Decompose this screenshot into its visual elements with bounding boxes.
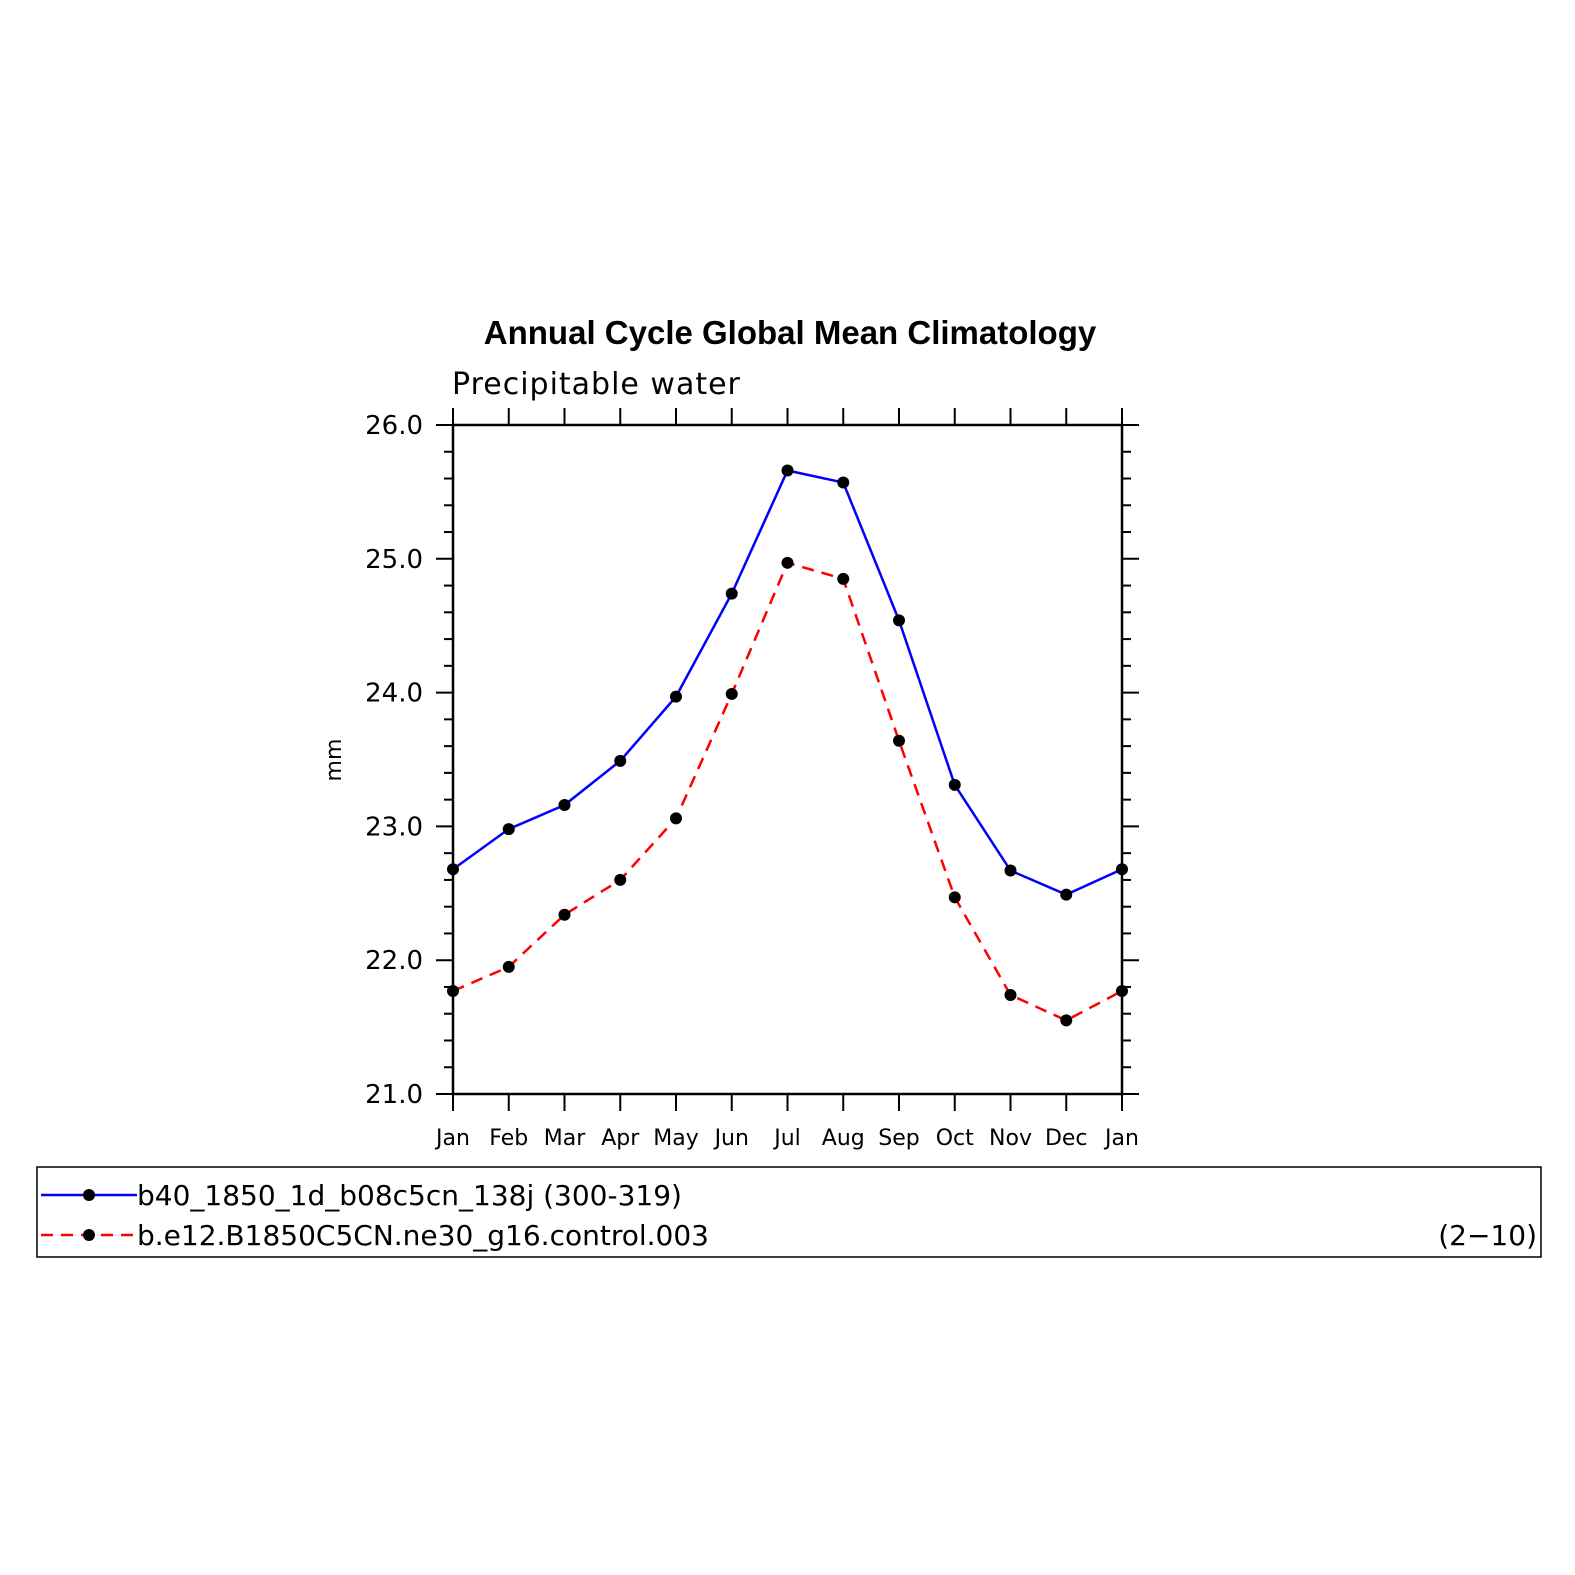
data-point-series-1 <box>1116 863 1128 876</box>
data-point-series-1 <box>447 863 459 876</box>
series-line-1 <box>452 469 1123 897</box>
legend: b40_1850_1d_b08c5cn_138j (300-319) b.e12… <box>36 1166 1542 1258</box>
x-tick-label: Oct <box>936 1126 974 1151</box>
legend-label-series-2: b.e12.B1850C5CN.ne30_g16.control.003 <box>137 1219 709 1252</box>
y-tick-label: 25.0 <box>365 545 423 575</box>
y-tick-label: 21.0 <box>365 1080 423 1110</box>
data-point-series-2 <box>948 891 961 904</box>
data-point-series-2 <box>558 908 571 921</box>
data-point-series-1 <box>558 798 571 811</box>
x-tick-label: Nov <box>989 1126 1032 1151</box>
data-point-series-1 <box>837 476 850 489</box>
x-tick-label: Aug <box>822 1126 865 1151</box>
chart-title: Annual Cycle Global Mean Climatology <box>484 314 1097 351</box>
y-tick-label: 24.0 <box>365 679 423 709</box>
legend-marker-series-1 <box>83 1189 95 1201</box>
y-tick-label: 22.0 <box>365 946 423 976</box>
x-tick-label: May <box>653 1126 698 1151</box>
x-tick-label: Jan <box>1103 1126 1139 1151</box>
data-point-series-1 <box>502 823 515 836</box>
x-tick-label: Mar <box>544 1126 586 1151</box>
y-axis-label: mm <box>322 739 347 782</box>
data-point-series-1 <box>1004 864 1017 877</box>
data-point-series-1 <box>893 614 905 627</box>
x-tick-label: Feb <box>489 1126 528 1151</box>
x-tick-label: Dec <box>1045 1126 1088 1151</box>
axes <box>436 408 1139 1111</box>
y-tick-label: 26.0 <box>365 411 423 441</box>
data-point-series-2 <box>502 960 515 973</box>
data-point-series-2 <box>725 687 738 700</box>
legend-label-series-1: b40_1850_1d_b08c5cn_138j (300-319) <box>137 1179 682 1212</box>
data-point-series-2 <box>837 572 850 585</box>
data-point-series-1 <box>670 690 682 703</box>
x-tick-label: Jan <box>434 1126 470 1151</box>
data-point-series-2 <box>1004 988 1017 1001</box>
legend-range-series-2: (2−10) <box>1438 1219 1537 1252</box>
y-tick-labels: 21.0 22.0 23.0 24.0 25.0 26.0 <box>365 411 423 1110</box>
data-point-series-2 <box>781 556 794 569</box>
x-tick-label: Apr <box>601 1126 640 1151</box>
data-point-series-2 <box>447 984 459 997</box>
data-point-series-2 <box>614 873 627 886</box>
legend-box <box>36 1166 1542 1258</box>
plot-frame <box>451 423 1124 1096</box>
x-tick-labels: Jan Feb Mar Apr May Jun Jul Aug Sep Oct Nov Dec Jan <box>434 1126 1139 1151</box>
data-point-series-1 <box>614 754 627 767</box>
data-point-series-1 <box>725 587 738 600</box>
data-point-series-1 <box>1060 888 1073 901</box>
series-line-2 <box>452 561 1123 1022</box>
chart-subtitle: Precipitable water <box>452 367 741 402</box>
data-point-series-2 <box>893 734 905 747</box>
data-point-series-2 <box>1060 1014 1073 1027</box>
x-tick-label: Jun <box>713 1126 749 1151</box>
series-group <box>447 464 1128 1027</box>
data-point-series-1 <box>948 778 961 791</box>
y-tick-label: 23.0 <box>365 812 423 842</box>
x-tick-label: Sep <box>878 1126 919 1151</box>
x-tick-label: Jul <box>772 1126 801 1151</box>
legend-marker-series-2 <box>83 1229 95 1241</box>
data-point-series-2 <box>670 812 682 825</box>
data-point-series-1 <box>781 464 794 477</box>
data-point-series-2 <box>1116 984 1128 997</box>
